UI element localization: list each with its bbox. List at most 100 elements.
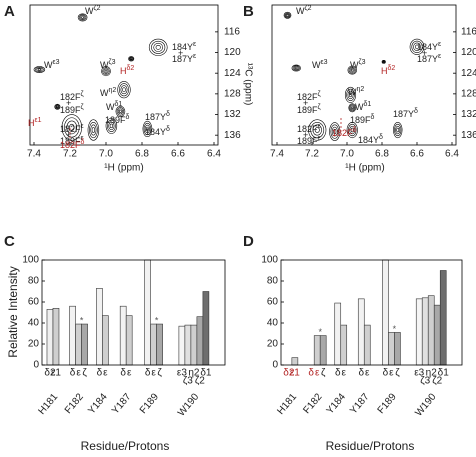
panel-label: B — [243, 3, 254, 20]
peak-label-sup: ε — [438, 53, 441, 60]
peak-contour — [381, 59, 386, 64]
peak-label-sup: η2 — [357, 86, 365, 93]
peak-contour — [90, 124, 97, 136]
peak-label-sup: ζ2 — [305, 5, 312, 12]
bar — [75, 323, 82, 366]
peak-label-sup: ε — [193, 53, 196, 60]
peak-contour — [102, 67, 110, 75]
peak-contour — [155, 44, 161, 50]
peak-contour — [286, 14, 289, 17]
peak-label-text: W — [44, 60, 53, 70]
peak-contour — [117, 81, 131, 99]
residue-label: Y187 — [348, 391, 372, 416]
peak-label-sup: δ1 — [364, 101, 372, 108]
peak-contour — [308, 119, 327, 141]
peak-label-text: 187Y — [172, 54, 193, 64]
peak-contour — [292, 65, 300, 71]
x-tick-label: 6.6 — [410, 149, 424, 160]
x-tick-label: 6.8 — [135, 149, 149, 160]
plot-frame — [271, 4, 457, 146]
bar — [156, 323, 163, 366]
peak-contour — [330, 124, 339, 139]
peak-label: Wδ1 — [355, 101, 371, 113]
y-tick-label: 40 — [267, 318, 279, 329]
peak-contour — [329, 122, 341, 141]
peak-label: + — [66, 130, 71, 140]
bar — [69, 305, 76, 366]
plot-frame — [41, 259, 226, 366]
peak-label: + — [422, 48, 427, 58]
peak-contour — [103, 68, 109, 74]
peak-label-text: W — [348, 87, 357, 97]
bar — [184, 324, 192, 366]
bar — [421, 297, 429, 366]
proton-label: ζ2 — [432, 376, 442, 387]
peak-contour — [350, 105, 355, 111]
peak-contour — [291, 64, 301, 72]
peak-label-text: 189F — [297, 136, 318, 146]
peak-label-text: 182F — [332, 128, 353, 138]
peak-contour — [118, 109, 122, 114]
bar — [388, 332, 395, 366]
peak-contour — [56, 105, 59, 108]
bar — [427, 295, 435, 366]
residue-label: F189 — [138, 391, 161, 416]
proton-label: ε — [315, 368, 320, 379]
peak-contour — [142, 120, 153, 138]
peak-label: 182Fδ — [332, 127, 357, 139]
peak-label: 187Yδ — [393, 108, 418, 120]
residue-label: F189 — [376, 391, 399, 416]
peak-contour — [414, 44, 420, 50]
proton-label: δ — [383, 368, 389, 379]
peak-label-sup: ε3 — [321, 59, 328, 66]
bar — [382, 259, 389, 366]
peak-contour — [411, 40, 423, 53]
peak-label-text: 184Y — [358, 135, 379, 145]
residue-label: F182 — [63, 391, 86, 416]
peak-label: 187Yε — [417, 53, 441, 65]
peak-label: 189Fζ — [297, 104, 321, 116]
peak-contour — [143, 122, 152, 136]
peak-contour — [120, 85, 128, 95]
bar — [340, 324, 348, 366]
peak-contour — [61, 114, 83, 141]
peak-label: + — [66, 98, 71, 108]
proton-label: ε — [151, 368, 156, 379]
x-tick-label: 6.4 — [207, 149, 221, 160]
peak-contour — [77, 13, 88, 22]
y-tick-label: 20 — [28, 339, 40, 350]
peak-label-sup: δ — [371, 114, 375, 121]
peak-label: Hδ2 — [381, 65, 395, 77]
peak-contour — [349, 67, 355, 73]
peak-contour — [69, 123, 75, 131]
peak-label-text: 184Y — [145, 127, 166, 137]
peak-label: 189Fε — [297, 135, 321, 147]
peak-label-text: + — [178, 48, 183, 58]
peak-contour — [54, 103, 61, 110]
peak-contour — [108, 121, 115, 131]
peak-label-sup: η2 — [109, 87, 117, 94]
residue-label: H181 — [275, 391, 299, 417]
peak-contour — [393, 121, 403, 139]
proton-label: η2 — [188, 368, 200, 379]
peak-contour — [394, 123, 402, 137]
panel-label: A — [4, 3, 15, 20]
proton-label: ζ — [157, 368, 162, 379]
peak-contour — [284, 12, 291, 18]
peak-contour — [312, 124, 322, 136]
peak-contour — [151, 40, 166, 54]
peak-contour — [346, 88, 355, 102]
x-axis-label: ¹H (ppm) — [104, 163, 143, 174]
proton-label: ε — [389, 368, 394, 379]
peak-label-sup: ε — [318, 123, 321, 130]
peak-contour — [382, 60, 386, 64]
peak-label-text: 189F — [297, 105, 318, 115]
peak-contour — [78, 14, 87, 21]
bar — [363, 324, 371, 366]
peak-label-text: 184Y — [172, 42, 193, 52]
proton-label: η2 — [426, 368, 438, 379]
peak-contour — [148, 38, 168, 56]
peak-contour — [314, 127, 320, 133]
peak-label-text: 189F — [105, 115, 126, 125]
peak-contour — [153, 42, 163, 52]
